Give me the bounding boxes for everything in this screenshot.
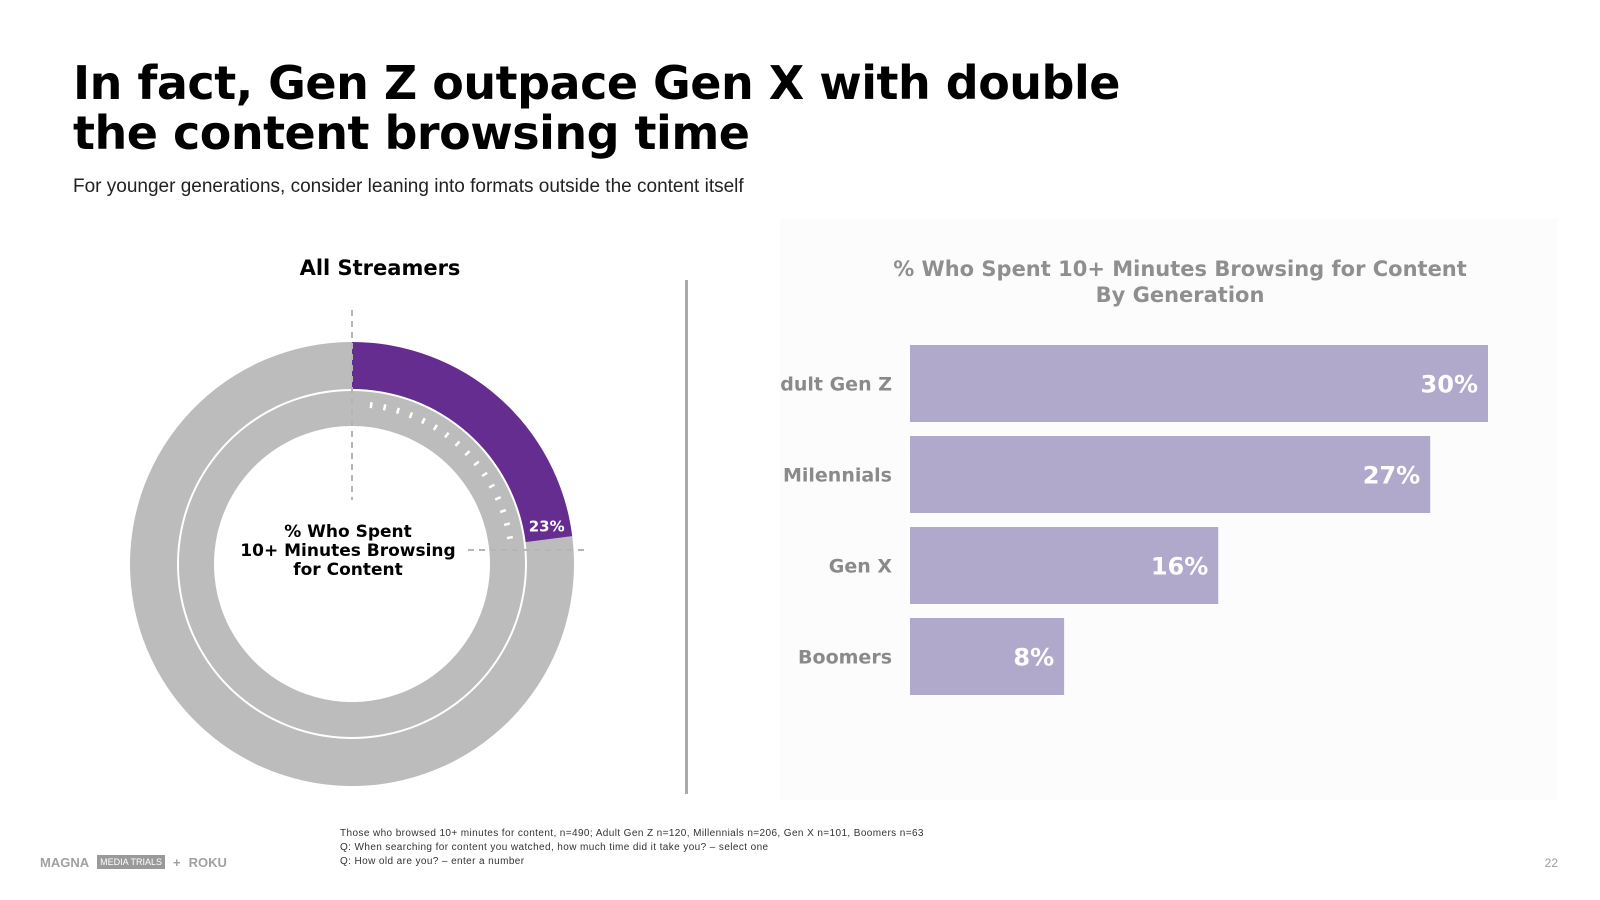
bar xyxy=(910,345,1488,422)
donut-tick xyxy=(454,440,461,447)
donut-tick xyxy=(395,407,401,414)
donut-slice-highlight xyxy=(352,342,573,543)
donut-tick xyxy=(369,402,373,409)
roku-logo: ROKU xyxy=(188,854,227,870)
bar-category-label: Boomers xyxy=(798,647,892,669)
donut-chart-title: All Streamers xyxy=(299,256,461,280)
bar-value-label: 16% xyxy=(1151,553,1208,581)
donut-center-label-line: % Who Spent xyxy=(284,522,412,542)
bar xyxy=(910,436,1431,513)
partner-logos: MAGNA MEDIA TRIALS + ROKU xyxy=(40,853,227,871)
donut-tick xyxy=(503,522,511,527)
footnotes: Those who browsed 10+ minutes for conten… xyxy=(340,827,924,869)
donut-center-label-line: 10+ Minutes Browsing xyxy=(240,541,455,561)
slide-subtitle: For younger generations, consider leanin… xyxy=(73,176,744,197)
bar-chart: Adult Gen Z 30% Milennials 27% Gen X 16% Boome… xyxy=(780,345,1488,695)
donut-tick xyxy=(382,404,387,411)
bar-value-label: 30% xyxy=(1421,371,1478,399)
bar-value-label: 8% xyxy=(1013,644,1054,672)
donut-value-label: 23% xyxy=(529,517,565,535)
donut-tick xyxy=(499,508,507,514)
bar xyxy=(910,527,1219,604)
bar-category-label: Adult Gen Z xyxy=(780,374,892,396)
donut-tick xyxy=(432,424,439,431)
bar xyxy=(910,618,1065,695)
donut-tick xyxy=(506,535,513,540)
donut-tick xyxy=(488,483,495,489)
plus-sign: + xyxy=(172,854,181,870)
bar-category-label: Gen X xyxy=(829,556,893,578)
donut-center-label-line: for Content xyxy=(293,560,403,580)
donut-tick xyxy=(420,417,426,425)
slide-title: In fact, Gen Z outpace Gen X with double… xyxy=(73,56,1120,160)
donut-tick xyxy=(494,495,502,501)
bar-chart-title: % Who Spent 10+ Minutes Browsing for Con… xyxy=(860,256,1500,308)
footnote-sample: Those who browsed 10+ minutes for conten… xyxy=(340,828,924,839)
bar-chart-subtitle: By Generation xyxy=(1095,283,1265,307)
bar-category-label: Milennials xyxy=(783,465,892,487)
donut-tick xyxy=(408,411,414,419)
page-number: 22 xyxy=(1544,856,1558,870)
donut-tick xyxy=(481,471,488,478)
chart-divider xyxy=(685,280,688,794)
magna-logo: MAGNA xyxy=(40,854,90,870)
donut-tick xyxy=(444,431,450,439)
bar-chart-title-line1: % Who Spent 10+ Minutes Browsing for Con… xyxy=(893,257,1467,281)
donut-tick xyxy=(473,460,480,467)
bar-value-label: 27% xyxy=(1363,462,1420,490)
donut-tick xyxy=(464,450,471,457)
footnote-question-1: Q: When searching for content you watche… xyxy=(340,842,769,853)
footnote-question-2: Q: How old are you? – enter a number xyxy=(340,856,525,867)
media-trials-logo: MEDIA TRIALS xyxy=(97,855,165,869)
